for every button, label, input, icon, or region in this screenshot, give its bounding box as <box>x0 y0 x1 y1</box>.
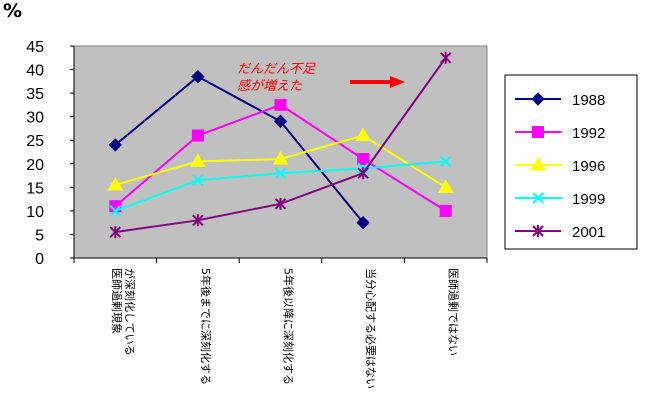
annotation-line-2: 感が増えた <box>237 79 303 94</box>
category-label: 5年後以降に深刻化する <box>282 268 296 385</box>
legend-marker <box>532 225 544 237</box>
data-point-1992 <box>439 204 452 217</box>
legend-item-2001: 2001 <box>515 224 605 241</box>
y-tick-label: 10 <box>26 204 44 221</box>
data-point-1988 <box>108 138 123 152</box>
y-tick-label: 5 <box>35 227 44 244</box>
y-unit-label: % <box>3 0 22 22</box>
category-label: 当分心配する必要はない <box>364 268 378 389</box>
data-point-2001 <box>274 197 287 210</box>
legend-marker <box>532 126 544 138</box>
data-point-1992 <box>274 98 287 111</box>
data-point-1988 <box>273 114 288 129</box>
annotation-line-1: だんだん不足 <box>237 62 316 77</box>
legend-item-1999: 1999 <box>515 191 605 208</box>
data-point-1996 <box>355 127 371 142</box>
legend-item-1988: 1988 <box>515 92 605 109</box>
legend-marker <box>531 92 545 106</box>
y-tick-label: 20 <box>26 157 44 174</box>
data-point-1992 <box>357 153 370 166</box>
series-group <box>107 51 454 239</box>
data-point-1988 <box>191 69 205 84</box>
data-point-1988 <box>356 215 370 230</box>
legend-items: 1988 1992 1996 1999 2001 <box>515 92 605 241</box>
category-labels: 医師過剰現象 が深刻化している 5年後までに深刻化する 5年後以降に深刻化する 当分心配… <box>110 268 460 389</box>
data-point-1999 <box>439 155 452 168</box>
series-1999 <box>109 155 452 217</box>
legend-item-1992: 1992 <box>515 125 605 142</box>
series-1988 <box>108 69 370 230</box>
data-point-1999 <box>109 205 122 217</box>
legend-marker <box>530 157 546 171</box>
data-point-1999 <box>274 167 287 179</box>
legend-label: 1992 <box>572 125 605 142</box>
legend-marker <box>532 192 544 204</box>
data-point-1996 <box>107 176 124 191</box>
y-tick-label: 0 <box>35 251 44 268</box>
y-tick-label: 25 <box>26 133 44 150</box>
series-1992 <box>109 98 452 217</box>
data-point-1996 <box>437 179 454 193</box>
legend-label: 1996 <box>572 158 605 175</box>
legend-label: 1988 <box>572 92 605 109</box>
data-point-2001 <box>439 51 452 64</box>
legend-item-1996: 1996 <box>515 157 605 175</box>
y-tick-label: 30 <box>26 110 44 127</box>
category-label: 医師過剰ではない <box>447 268 460 356</box>
data-point-1996 <box>272 151 289 165</box>
y-tick-label: 15 <box>26 180 44 197</box>
series-line-1988 <box>114 75 364 224</box>
data-point-2001 <box>192 214 204 227</box>
axes <box>70 45 488 263</box>
y-tick-label: 35 <box>26 86 44 103</box>
data-point-2001 <box>109 226 122 239</box>
category-label: が深刻化している <box>123 268 137 356</box>
data-point-1999 <box>192 174 204 186</box>
annotation-arrow-head <box>390 76 405 88</box>
y-tick-label: 40 <box>26 63 44 80</box>
data-point-1992 <box>191 129 204 142</box>
category-label: 5年後までに深刻化する <box>199 268 213 385</box>
category-label: 医師過剰現象 <box>110 268 123 334</box>
data-point-1996 <box>190 153 206 167</box>
legend-label: 2001 <box>572 224 605 241</box>
legend-label: 1999 <box>572 191 605 208</box>
series-1996 <box>107 127 454 193</box>
y-tick-labels: 0 5 10 15 20 25 30 35 40 45 <box>26 39 44 268</box>
data-point-2001 <box>357 167 369 180</box>
annotation: だんだん不足 感が増えた <box>237 62 405 94</box>
legend <box>504 74 638 250</box>
series-2001 <box>109 51 452 239</box>
y-tick-label: 45 <box>26 39 44 56</box>
